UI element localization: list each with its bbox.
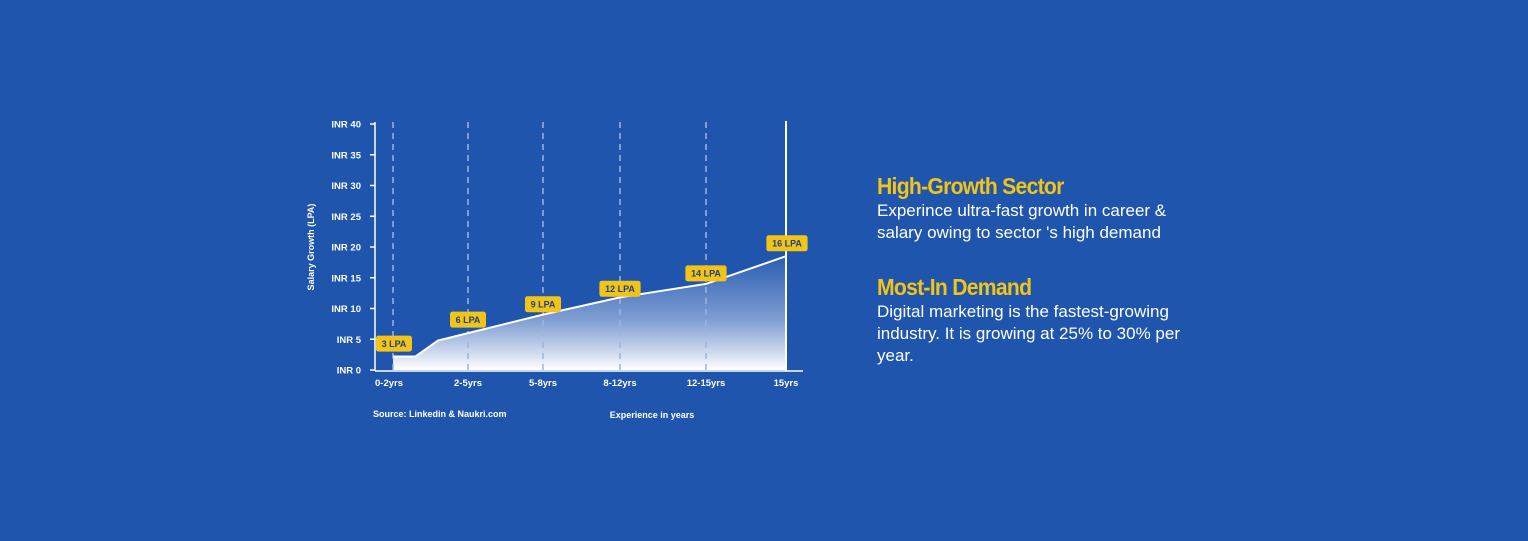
data-label: 6 LPA bbox=[456, 315, 481, 325]
info-text-line: Experince ultra-fast growth in career & bbox=[877, 201, 1167, 220]
source-note: Source: Linkedin & Naukri.com bbox=[373, 409, 507, 419]
x-tick-label: 8-12yrs bbox=[603, 378, 636, 389]
data-label: 3 LPA bbox=[382, 339, 407, 349]
area-fill bbox=[393, 256, 786, 370]
x-tick-label: 15yrs bbox=[774, 378, 799, 389]
x-tick-label: 2-5yrs bbox=[454, 378, 482, 389]
data-label-badge bbox=[376, 335, 412, 352]
info-block-most-in-demand: Most-In Demand Digital marketing is the … bbox=[877, 274, 1237, 367]
y-tick-label: INR 5 bbox=[337, 335, 362, 346]
y-tick-label: INR 40 bbox=[331, 120, 361, 131]
data-label: 12 LPA bbox=[605, 284, 635, 294]
x-axis-title: Experience in years bbox=[610, 410, 695, 420]
data-label: 16 LPA bbox=[772, 239, 802, 249]
y-tick-label: INR 0 bbox=[337, 366, 361, 377]
info-title-high-growth: High-Growth Sector bbox=[877, 173, 1064, 199]
y-tick-label: INR 10 bbox=[331, 304, 361, 315]
info-text-line: Digital marketing is the fastest-growing bbox=[877, 302, 1169, 321]
data-label-badge bbox=[599, 280, 641, 297]
x-tick-label: 0-2yrs bbox=[375, 378, 403, 389]
data-label-badge bbox=[766, 235, 808, 252]
series-line bbox=[393, 255, 787, 358]
data-label-badge bbox=[685, 265, 727, 282]
info-block-high-growth: High-Growth Sector Experince ultra-fast … bbox=[877, 173, 1237, 244]
info-text-line: industry. It is growing at 25% to 30% pe… bbox=[877, 324, 1181, 343]
data-label-badge bbox=[525, 296, 561, 313]
y-tick-label: INR 20 bbox=[331, 243, 361, 254]
data-label: 14 LPA bbox=[691, 269, 721, 279]
y-axis-title: Salary Growth (LPA) bbox=[306, 204, 316, 291]
info-text-line: year. bbox=[877, 346, 914, 365]
y-tick-label: INR 25 bbox=[331, 212, 361, 223]
y-tick-label: INR 30 bbox=[331, 181, 361, 192]
y-tick-label: INR 15 bbox=[331, 273, 361, 284]
info-title-most-in-demand: Most-In Demand bbox=[877, 274, 1032, 300]
x-tick-label: 5-8yrs bbox=[529, 378, 557, 389]
x-tick-label: 12-15yrs bbox=[687, 378, 726, 389]
data-label-badge bbox=[450, 311, 486, 328]
data-label: 9 LPA bbox=[531, 299, 556, 309]
y-tick-label: INR 35 bbox=[331, 150, 361, 161]
info-text-line: salary owing to sector 's high demand bbox=[877, 223, 1161, 242]
